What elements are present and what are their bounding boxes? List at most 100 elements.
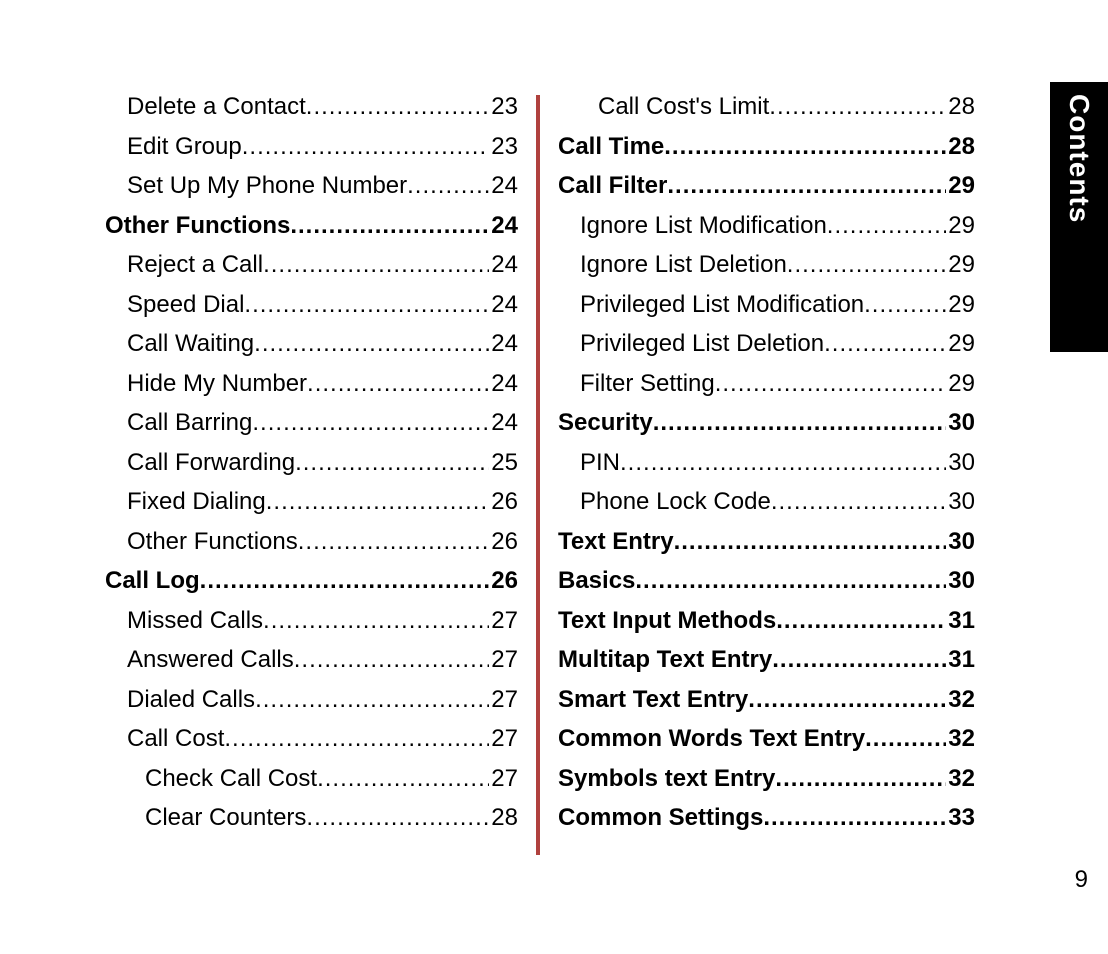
toc-entry-label: Check Call Cost bbox=[145, 767, 317, 791]
toc-entry-page: 28 bbox=[946, 135, 975, 159]
toc-entry-label: Delete a Contact bbox=[127, 95, 306, 119]
toc-leader-dots bbox=[667, 174, 946, 198]
toc-entry-label: Edit Group bbox=[127, 135, 242, 159]
toc-entry-page: 29 bbox=[946, 372, 975, 396]
toc-entry: Call Cost's Limit 28 bbox=[558, 95, 975, 119]
toc-leader-dots bbox=[787, 253, 947, 277]
toc-entry: Multitap Text Entry 31 bbox=[558, 648, 975, 672]
toc-leader-dots bbox=[307, 372, 489, 396]
toc-leader-dots bbox=[263, 609, 489, 633]
toc-entry: Text Input Methods 31 bbox=[558, 609, 975, 633]
toc-entry: Missed Calls 27 bbox=[105, 609, 518, 633]
toc-leader-dots bbox=[200, 569, 490, 593]
toc-entry-label: Speed Dial bbox=[127, 293, 244, 317]
toc-entry: Clear Counters 28 bbox=[105, 806, 518, 830]
toc-entry-page: 29 bbox=[946, 332, 975, 356]
toc-entry-page: 29 bbox=[946, 253, 975, 277]
toc-entry: Common Settings 33 bbox=[558, 806, 975, 830]
side-tab: Contents bbox=[1050, 82, 1108, 352]
toc-entry-page: 24 bbox=[489, 332, 518, 356]
toc-entry-page: 24 bbox=[489, 293, 518, 317]
toc-entry: Call Filter 29 bbox=[558, 174, 975, 198]
toc-entry-label: Call Filter bbox=[558, 174, 667, 198]
toc-leader-dots bbox=[244, 293, 489, 317]
toc-leader-dots bbox=[635, 569, 946, 593]
toc-entry: Reject a Call 24 bbox=[105, 253, 518, 277]
toc-entry-page: 29 bbox=[946, 293, 975, 317]
toc-columns: Delete a Contact 23Edit Group 23Set Up M… bbox=[105, 95, 975, 855]
toc-entry-page: 28 bbox=[489, 806, 518, 830]
toc-entry-page: 26 bbox=[489, 569, 518, 593]
page: Delete a Contact 23Edit Group 23Set Up M… bbox=[0, 0, 1108, 954]
toc-entry: Speed Dial 24 bbox=[105, 293, 518, 317]
toc-leader-dots bbox=[294, 648, 490, 672]
toc-leader-dots bbox=[824, 332, 946, 356]
toc-entry-page: 29 bbox=[946, 214, 975, 238]
toc-entry-label: Call Waiting bbox=[127, 332, 254, 356]
toc-entry: Other Functions 26 bbox=[105, 530, 518, 554]
toc-entry-page: 23 bbox=[489, 135, 518, 159]
toc-leader-dots bbox=[252, 411, 489, 435]
toc-entry-label: Reject a Call bbox=[127, 253, 263, 277]
toc-entry: Smart Text Entry 32 bbox=[558, 688, 975, 712]
toc-entry-page: 30 bbox=[946, 530, 975, 554]
toc-entry: Call Cost 27 bbox=[105, 727, 518, 751]
toc-leader-dots bbox=[769, 95, 946, 119]
toc-entry-label: Ignore List Deletion bbox=[580, 253, 787, 277]
toc-entry-page: 27 bbox=[489, 648, 518, 672]
toc-entry: Call Log 26 bbox=[105, 569, 518, 593]
toc-entry-label: Call Barring bbox=[127, 411, 252, 435]
toc-leader-dots bbox=[864, 293, 946, 317]
toc-entry-label: PIN bbox=[580, 451, 620, 475]
toc-entry: Set Up My Phone Number 24 bbox=[105, 174, 518, 198]
toc-leader-dots bbox=[776, 609, 946, 633]
toc-entry-page: 27 bbox=[489, 727, 518, 751]
toc-leader-dots bbox=[620, 451, 946, 475]
toc-entry: Common Words Text Entry 32 bbox=[558, 727, 975, 751]
toc-entry-page: 31 bbox=[946, 609, 975, 633]
toc-entry: Text Entry 30 bbox=[558, 530, 975, 554]
toc-leader-dots bbox=[306, 95, 490, 119]
toc-entry: Check Call Cost 27 bbox=[105, 767, 518, 791]
toc-entry: Call Time 28 bbox=[558, 135, 975, 159]
toc-entry-label: Text Input Methods bbox=[558, 609, 776, 633]
toc-entry: Ignore List Modification 29 bbox=[558, 214, 975, 238]
toc-entry-label: Call Cost's Limit bbox=[598, 95, 769, 119]
toc-entry-page: 31 bbox=[946, 648, 975, 672]
toc-entry-label: Clear Counters bbox=[145, 806, 306, 830]
toc-entry-label: Missed Calls bbox=[127, 609, 263, 633]
toc-leader-dots bbox=[827, 214, 947, 238]
toc-leader-dots bbox=[865, 727, 946, 751]
toc-entry-label: Common Settings bbox=[558, 806, 763, 830]
toc-leader-dots bbox=[775, 767, 946, 791]
toc-entry: Edit Group 23 bbox=[105, 135, 518, 159]
toc-leader-dots bbox=[674, 530, 947, 554]
toc-entry-label: Other Functions bbox=[105, 214, 290, 238]
toc-entry-page: 25 bbox=[489, 451, 518, 475]
toc-leader-dots bbox=[255, 688, 489, 712]
toc-leader-dots bbox=[771, 490, 946, 514]
toc-entry-page: 32 bbox=[946, 767, 975, 791]
toc-leader-dots bbox=[266, 490, 490, 514]
toc-entry-label: Hide My Number bbox=[127, 372, 307, 396]
toc-entry-label: Symbols text Entry bbox=[558, 767, 775, 791]
toc-column-left: Delete a Contact 23Edit Group 23Set Up M… bbox=[105, 95, 540, 855]
toc-entry-label: Dialed Calls bbox=[127, 688, 255, 712]
toc-leader-dots bbox=[295, 451, 489, 475]
toc-entry-label: Call Log bbox=[105, 569, 200, 593]
toc-entry: Symbols text Entry 32 bbox=[558, 767, 975, 791]
toc-entry-label: Call Forwarding bbox=[127, 451, 295, 475]
toc-entry-page: 24 bbox=[489, 372, 518, 396]
toc-entry-page: 24 bbox=[489, 214, 518, 238]
toc-entry-label: Text Entry bbox=[558, 530, 674, 554]
toc-entry-label: Call Time bbox=[558, 135, 664, 159]
toc-entry-label: Privileged List Deletion bbox=[580, 332, 824, 356]
toc-leader-dots bbox=[298, 530, 490, 554]
page-number: 9 bbox=[1075, 866, 1088, 894]
toc-leader-dots bbox=[772, 648, 946, 672]
toc-leader-dots bbox=[254, 332, 489, 356]
toc-leader-dots bbox=[664, 135, 946, 159]
toc-entry-page: 23 bbox=[489, 95, 518, 119]
toc-entry: Call Waiting 24 bbox=[105, 332, 518, 356]
toc-entry-label: Basics bbox=[558, 569, 635, 593]
